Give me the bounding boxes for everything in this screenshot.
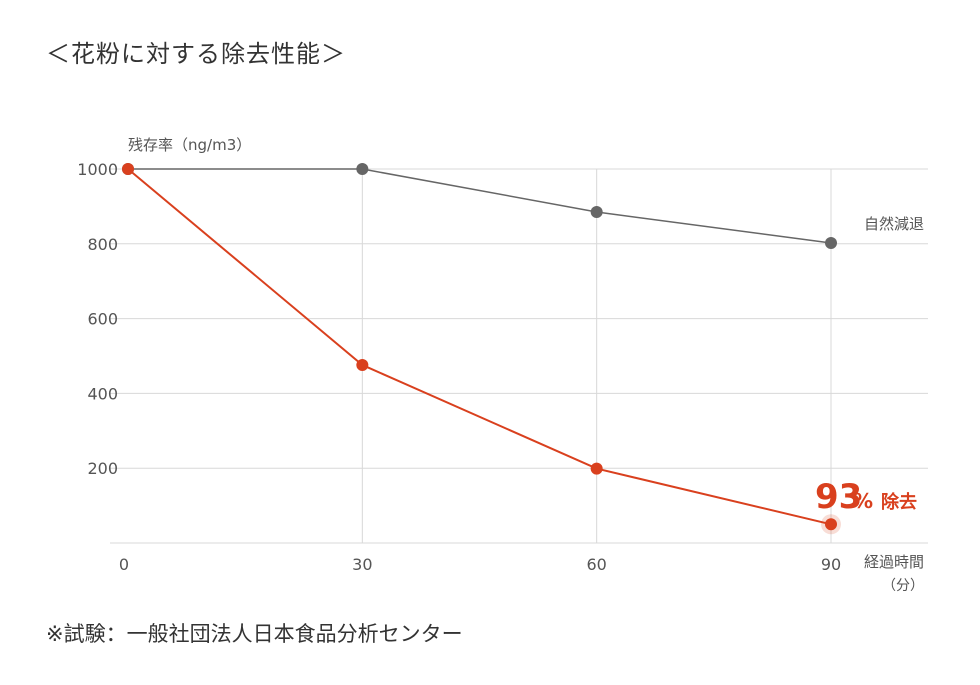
grid-lines xyxy=(110,168,928,544)
point-natural-30 xyxy=(356,163,369,175)
tick-labels: 200 400 600 800 1000 0 30 60 90 xyxy=(77,160,841,574)
series-line-product xyxy=(127,168,832,526)
point-product-90 xyxy=(825,518,837,531)
y-tick-label-1000: 1000 xyxy=(77,160,118,179)
y-tick-label-200: 200 xyxy=(87,459,118,478)
removal-annotation: 93 % 除去 xyxy=(815,477,917,517)
series-label-natural: 自然減退 xyxy=(864,215,924,233)
point-natural-90 xyxy=(825,237,837,250)
point-product-0 xyxy=(122,163,134,175)
x-tick-label-0: 0 xyxy=(119,555,129,574)
removal-percent-value: 93 xyxy=(815,477,862,517)
removal-percent-sign: % xyxy=(853,489,873,513)
chart-title: ＜花粉に対する除去性能＞ xyxy=(46,40,346,68)
point-product-60 xyxy=(590,462,603,475)
y-tick-label-800: 800 xyxy=(87,235,118,254)
y-tick-label-600: 600 xyxy=(87,310,118,329)
y-tick-label-400: 400 xyxy=(87,384,118,403)
footnote: ※試験：一般社団法人日本食品分析センター xyxy=(46,622,463,646)
y-axis-label: 残存率（ng/m3） xyxy=(128,136,251,154)
x-axis-label: 経過時間 xyxy=(864,553,924,571)
series-line-natural xyxy=(128,168,832,244)
point-natural-60 xyxy=(590,206,603,219)
x-tick-label-90: 90 xyxy=(821,555,841,574)
series-layer xyxy=(122,163,841,535)
x-axis-unit: （分） xyxy=(882,578,924,594)
x-tick-label-30: 30 xyxy=(352,555,372,574)
x-tick-label-60: 60 xyxy=(586,555,606,574)
removal-label: 除去 xyxy=(881,491,917,513)
point-product-30 xyxy=(356,358,369,371)
